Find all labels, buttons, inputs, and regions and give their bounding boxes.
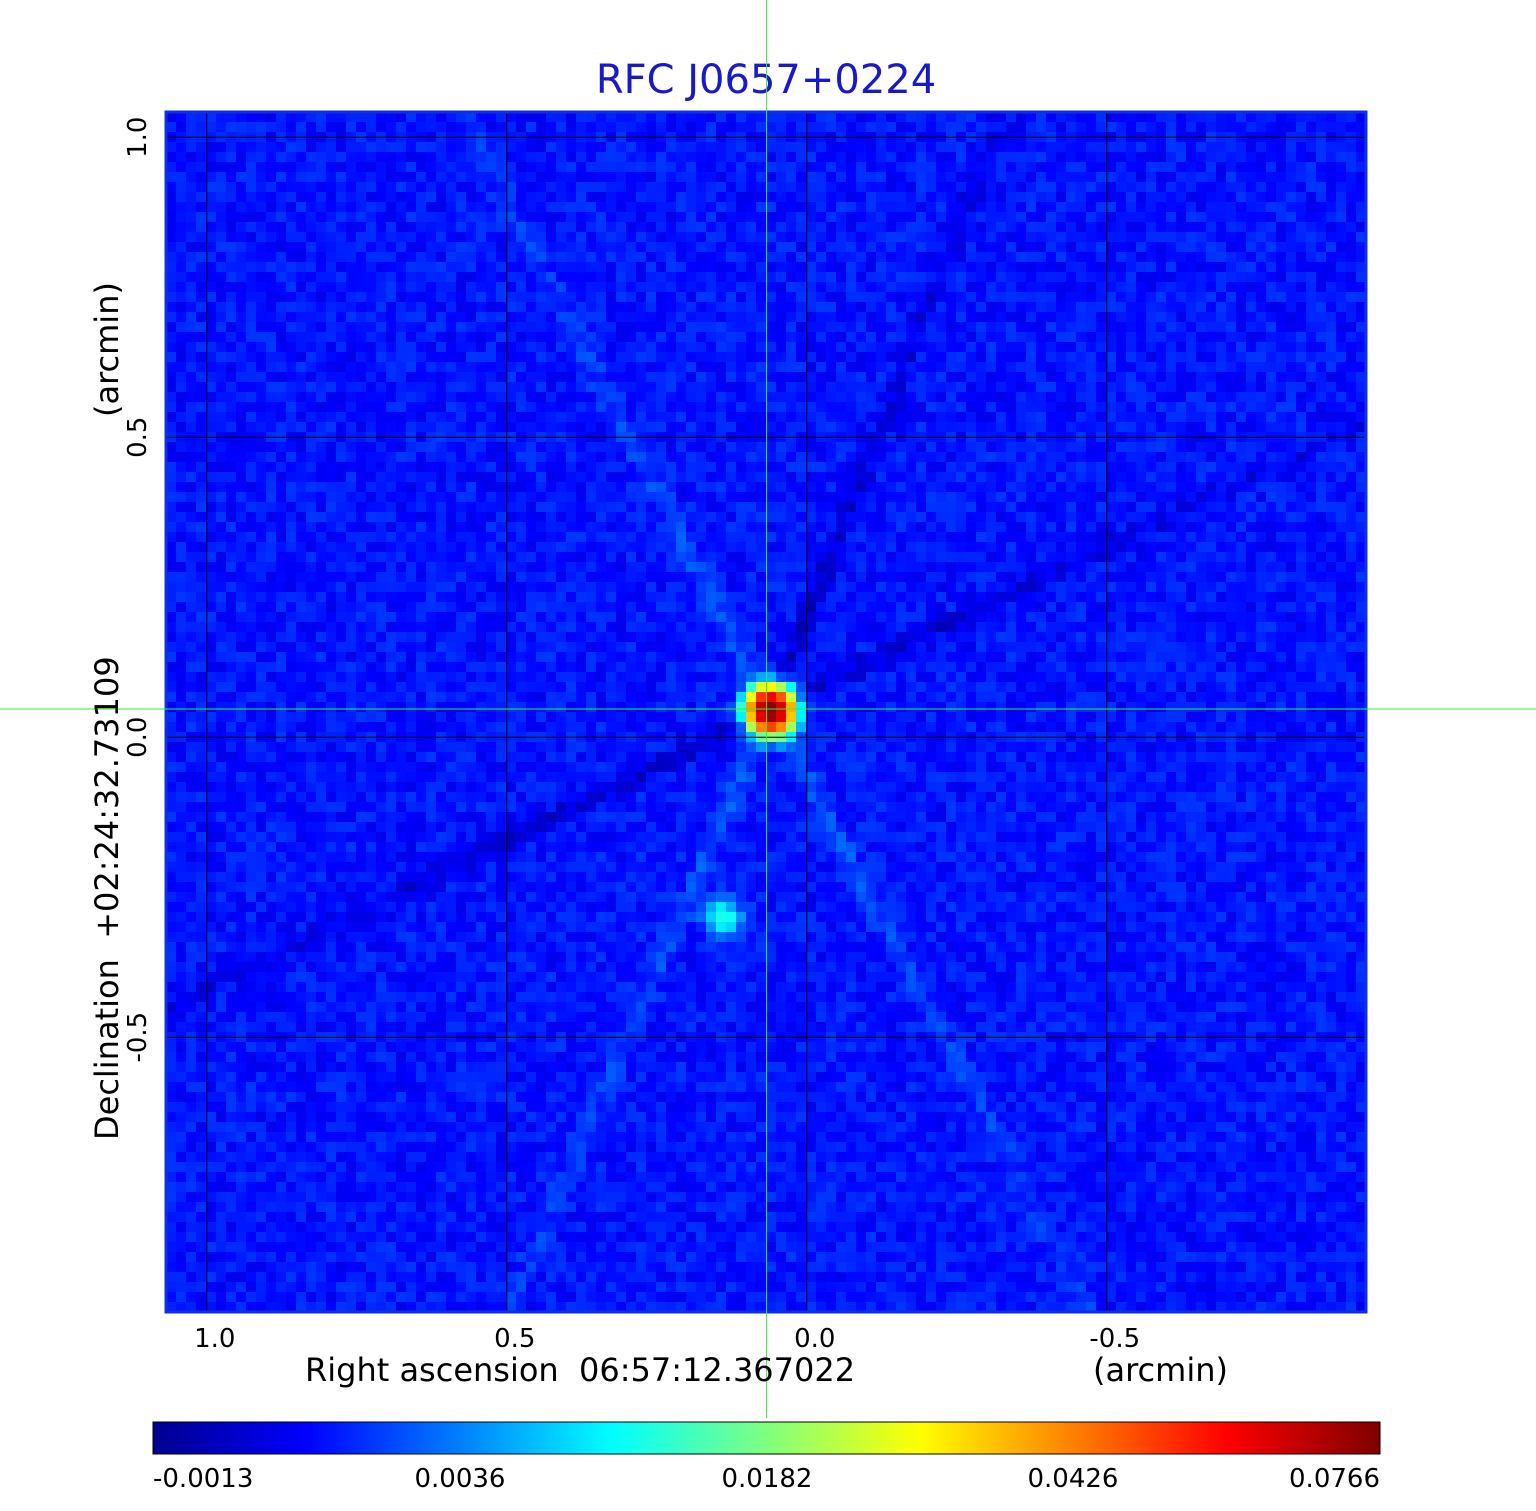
x-tick-label: 0.0 bbox=[794, 1324, 835, 1354]
colorbar-tick-label: 0.0182 bbox=[722, 1464, 813, 1494]
colorbar-tick-label: 0.0766 bbox=[1289, 1464, 1380, 1494]
y-tick-label: 1.0 bbox=[123, 117, 153, 158]
colorbar-tick-labels: -0.0013 0.0036 0.0182 0.0426 0.0766 bbox=[153, 1464, 1380, 1494]
heatmap-canvas-holder bbox=[166, 112, 1366, 1312]
x-tick-label: 0.5 bbox=[494, 1324, 535, 1354]
plot-frame bbox=[164, 110, 1368, 1314]
heatmap-canvas bbox=[166, 112, 1366, 1312]
y-tick-label: -0.5 bbox=[123, 1012, 153, 1063]
y-tick-labels: 1.0 0.5 0.0 -0.5 bbox=[123, 117, 153, 1063]
colorbar bbox=[152, 1421, 1381, 1455]
grid-lines bbox=[166, 112, 1366, 1312]
chart-title: RFC J0657+0224 bbox=[596, 57, 936, 103]
y-tick-label: 0.0 bbox=[123, 717, 153, 758]
colorbar-tick-label: 0.0036 bbox=[415, 1464, 506, 1494]
y-axis-unit: (arcmin) bbox=[88, 282, 126, 417]
colorbar-tick-label: -0.0013 bbox=[153, 1464, 253, 1494]
x-tick-label: -0.5 bbox=[1089, 1324, 1140, 1354]
crosshair bbox=[0, 0, 1536, 1418]
x-tick-labels: 1.0 0.5 0.0 -0.5 bbox=[194, 1324, 1140, 1354]
x-axis-unit: (arcmin) bbox=[1093, 1351, 1228, 1389]
x-axis-label: Right ascension 06:57:12.367022 bbox=[305, 1351, 855, 1389]
x-tick-label: 1.0 bbox=[194, 1324, 235, 1354]
colorbar-tick-label: 0.0426 bbox=[1028, 1464, 1119, 1494]
y-axis-label: Declination +02:24:32.73109 bbox=[88, 656, 126, 1140]
y-tick-label: 0.5 bbox=[123, 417, 153, 458]
